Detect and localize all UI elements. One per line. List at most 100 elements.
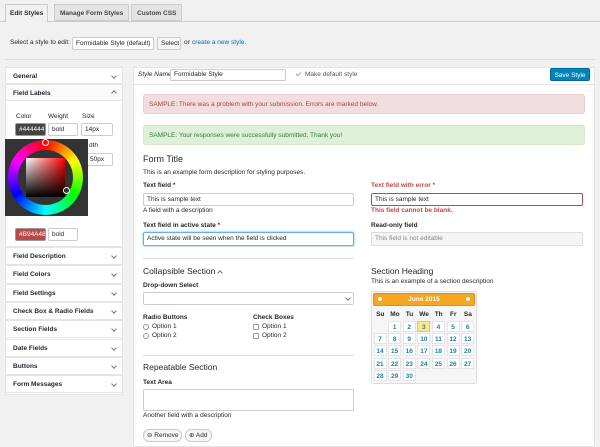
section-arrow[interactable]	[111, 253, 117, 259]
calendar-day[interactable]: 15	[388, 345, 402, 357]
calendar-day[interactable]: 4	[431, 321, 445, 332]
calendar-day[interactable]: 24	[417, 357, 431, 369]
success-message: SAMPLE: Your responses were successfully…	[143, 125, 585, 145]
calendar-day[interactable]: 5	[446, 321, 460, 332]
sidebar-section[interactable]: Form Messages	[5, 375, 123, 394]
active-input[interactable]: Active state will be seen when the field…	[143, 232, 354, 246]
calendar-day[interactable]: 6	[461, 321, 475, 332]
radio-input[interactable]	[143, 324, 149, 330]
error-input[interactable]: This is sample text	[371, 193, 583, 206]
calendar-day[interactable]: 10	[417, 333, 431, 345]
calendar-day[interactable]: 9	[402, 333, 416, 345]
textarea[interactable]	[143, 389, 354, 411]
calendar-day[interactable]: 8	[388, 333, 402, 345]
error-weight-select[interactable]: bold	[48, 228, 78, 241]
section-arrow[interactable]	[111, 308, 117, 314]
divider	[143, 258, 354, 259]
text-input[interactable]: This is sample text	[143, 193, 354, 206]
section-arrow[interactable]	[111, 381, 117, 388]
sidebar-section[interactable]: Buttons	[5, 356, 123, 376]
field-description: Another field with a description	[143, 412, 232, 419]
calendar-day[interactable]: 22	[388, 357, 402, 369]
calendar-day[interactable]: 1	[388, 321, 402, 332]
sidebar-section-title: Field Description	[13, 253, 66, 261]
calendar-day[interactable]: 19	[446, 345, 460, 357]
new-style-link[interactable]: create a new style.	[192, 39, 247, 46]
calendar: June 2015 Su Mo Tu We Th Fr Sa 1 2 3 4 5 6 7 8 9 10 11 12 13…	[371, 291, 477, 384]
sidebar-section[interactable]: Field Colors	[5, 265, 123, 284]
calendar-day[interactable]: 18	[431, 345, 445, 357]
tab[interactable]: Manage Form Styles	[54, 4, 130, 21]
save-button[interactable]: Save Style	[550, 68, 590, 81]
checkbox-input[interactable]	[253, 333, 259, 339]
dropdown[interactable]	[143, 292, 354, 305]
checkbox-input[interactable]	[253, 324, 259, 330]
section-arrow[interactable]	[111, 89, 117, 96]
calendar-day[interactable]: 29	[388, 369, 402, 381]
section-arrow[interactable]	[111, 326, 117, 333]
calendar-day[interactable]: 11	[431, 333, 445, 345]
error-color-input[interactable]: #B94A48	[15, 228, 46, 241]
calendar-day[interactable]: 16	[402, 345, 416, 357]
sidebar-section[interactable]: Field Description	[5, 247, 123, 266]
section-arrow[interactable]	[111, 344, 117, 351]
section-arrow[interactable]	[111, 271, 117, 278]
color-label: Color	[16, 113, 32, 120]
calendar-day[interactable]: 21	[373, 357, 387, 369]
calendar-day[interactable]: 12	[446, 333, 460, 345]
tab[interactable]: Custom CSS	[131, 4, 183, 21]
section-arrow[interactable]	[111, 72, 117, 79]
calendar-day[interactable]: 13	[461, 333, 475, 345]
dropdown-label: Drop-down Select	[143, 282, 199, 289]
size-input[interactable]: 14px	[81, 123, 113, 136]
select-button[interactable]: Select	[157, 37, 181, 50]
add-button[interactable]: ⊕ Add	[185, 429, 212, 442]
calendar-day[interactable]: 3	[417, 321, 431, 332]
weekday: Tu	[405, 311, 414, 318]
tab-active[interactable]: Edit Styles	[5, 4, 49, 22]
width-input[interactable]: 50px	[84, 153, 113, 166]
sidebar-section[interactable]: Field Settings	[5, 283, 123, 302]
calendar-day[interactable]: 17	[417, 345, 431, 357]
remove-button[interactable]: ⊖ Remove	[143, 429, 182, 442]
section-arrow[interactable]	[111, 289, 117, 296]
next-month[interactable]	[466, 297, 470, 301]
color-input[interactable]: #444444	[15, 123, 46, 136]
radio-input[interactable]	[143, 333, 149, 339]
sidebar-section[interactable]: Date Fields	[5, 338, 123, 357]
color-picker[interactable]	[5, 139, 88, 216]
style-dropdown[interactable]: Formidable Style (default)	[72, 37, 154, 50]
hue-marker	[42, 139, 49, 146]
width-label: dth	[89, 142, 99, 149]
label-text: Text field with error	[371, 182, 431, 189]
prev-month[interactable]	[378, 297, 382, 301]
sidebar-section-title: General	[13, 72, 38, 80]
sidebar-section[interactable]: Field Labels	[5, 84, 123, 101]
section-title-text: Collapsible Section	[143, 266, 216, 276]
section-title[interactable]: Collapsible Section	[143, 267, 215, 276]
weight-select[interactable]: bold	[48, 123, 78, 136]
saturation-square[interactable]	[26, 158, 65, 197]
weekday: We	[419, 311, 429, 318]
calendar-day[interactable]: 7	[373, 333, 387, 345]
style-name-input[interactable]: Formidable Style	[170, 69, 286, 81]
radio-option: Option 2	[152, 332, 177, 339]
sidebar-section[interactable]: Check Box & Radio Fields	[5, 301, 123, 321]
calendar-day[interactable]: 25	[431, 357, 445, 369]
calendar-day[interactable]: 23	[402, 357, 416, 369]
checkbox-option: Option 1	[262, 323, 287, 330]
sidebar-section[interactable]: General	[5, 67, 123, 84]
calendar-day[interactable]: 14	[373, 345, 387, 357]
sidebar-section-title: Field Colors	[13, 271, 51, 279]
calendar-day[interactable]: 2	[402, 321, 416, 332]
calendar-day[interactable]: 26	[446, 357, 460, 369]
form-description: This is an example form description for …	[143, 169, 306, 176]
calendar-day[interactable]: 20	[461, 345, 475, 357]
calendar-day[interactable]: 30	[402, 369, 416, 381]
section-arrow[interactable]	[111, 363, 117, 369]
calendar-day[interactable]: 27	[461, 357, 475, 369]
radio-option: Option 1	[152, 323, 177, 330]
calendar-day[interactable]: 28	[373, 369, 387, 381]
sidebar-section[interactable]: Section Fields	[5, 320, 123, 339]
sidebar-section-title: Section Fields	[13, 326, 58, 334]
